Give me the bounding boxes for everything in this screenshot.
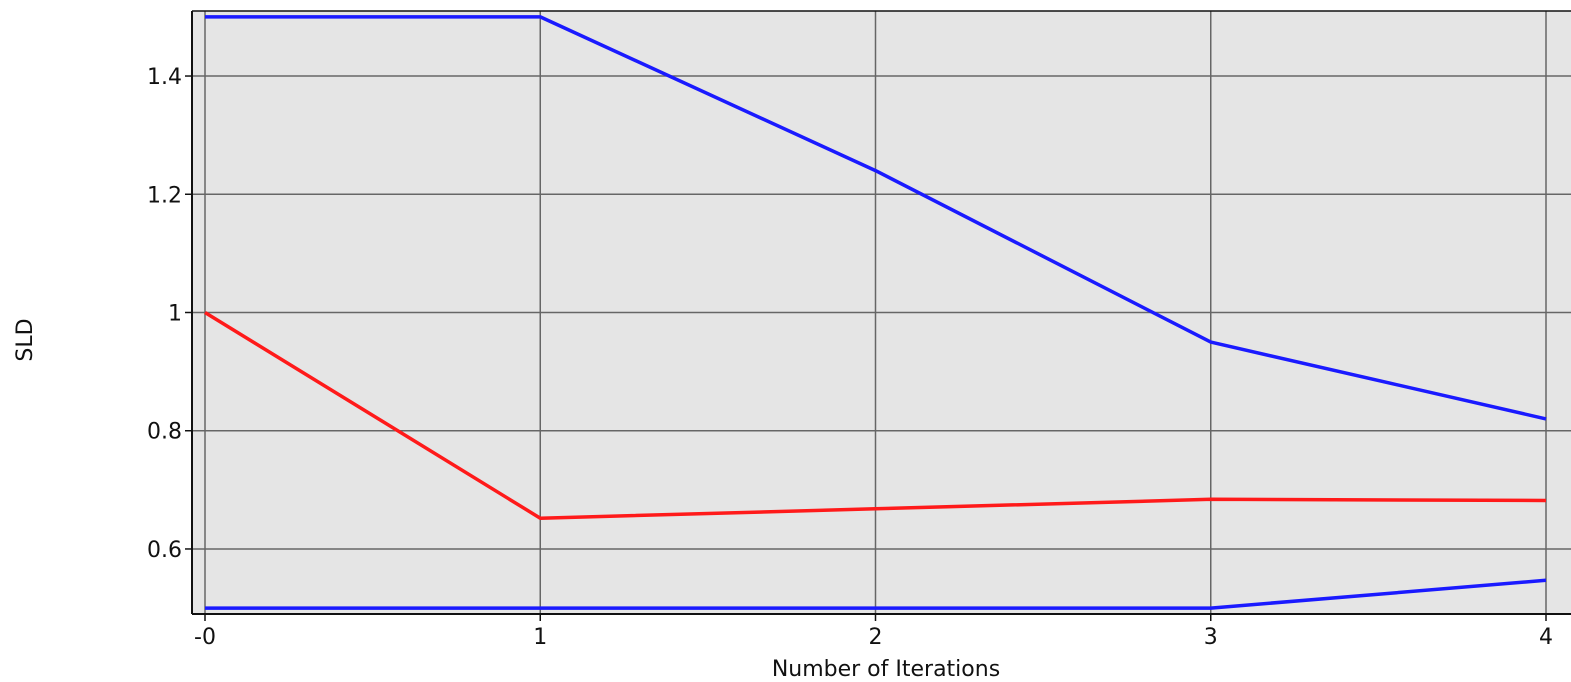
y-tick-label: 1.4: [147, 65, 182, 90]
tick-labels: -0 1 2 3 4 0.6 0.8 1 1.2 1.4: [147, 65, 1553, 650]
series-line-3: [205, 578, 1547, 610]
x-tick-label: 4: [1539, 625, 1553, 650]
y-tick-label: 1: [168, 302, 182, 327]
y-tick-label: 1.2: [147, 183, 182, 208]
x-tick-label: -0: [194, 625, 216, 650]
tick-marks: [185, 75, 1547, 621]
grid-lines: [192, 11, 1571, 614]
series-line-1: [205, 15, 1547, 421]
y-tick-label: 0.8: [147, 420, 182, 445]
series-layer: [204, 15, 1547, 610]
y-axis-title: SLD: [13, 318, 38, 361]
y-tick-label: 0.6: [147, 538, 182, 563]
x-tick-label: 2: [869, 625, 883, 650]
x-tick-label: 1: [533, 625, 547, 650]
x-tick-label: 3: [1204, 625, 1218, 650]
x-axis-title: Number of Iterations: [772, 657, 1000, 682]
series-line-2: [204, 311, 1547, 520]
